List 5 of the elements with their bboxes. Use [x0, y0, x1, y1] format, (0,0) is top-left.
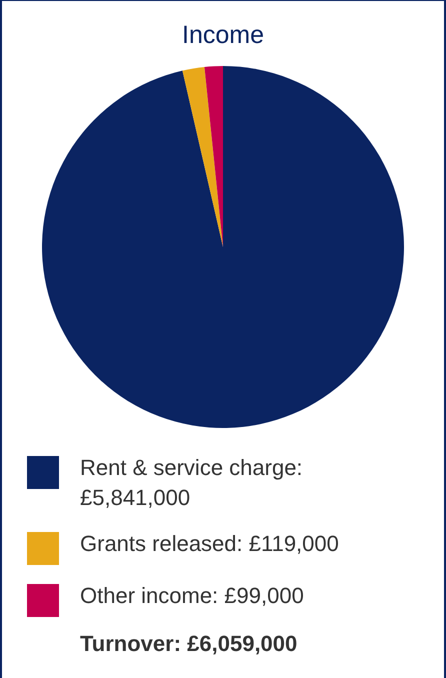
legend-label: Rent & service charge: £5,841,000 — [80, 454, 304, 512]
legend-label: Other income: £99,000 — [80, 582, 305, 610]
chart-title: Income — [181, 21, 265, 50]
text: Turnover: £6,059,000 — [80, 631, 298, 657]
legend-label: Grants released: £119,000 — [80, 530, 340, 558]
